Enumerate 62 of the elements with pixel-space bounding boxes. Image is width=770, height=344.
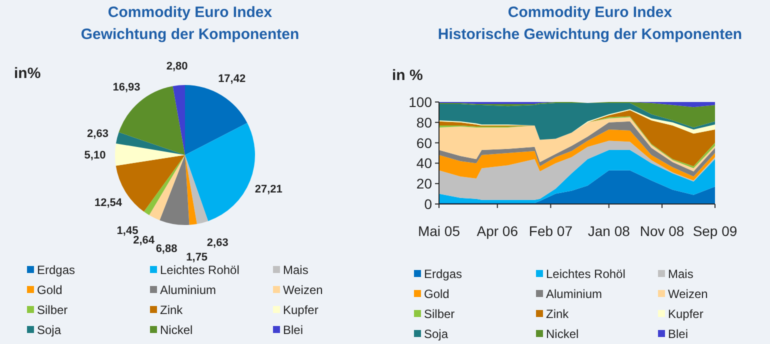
data-label: 5,10 <box>84 150 106 162</box>
legend-label: Zink <box>160 303 184 317</box>
x-tick-label: Apr 06 <box>476 223 518 239</box>
chart-subtitle: Gewichtung der Komponenten <box>80 26 300 43</box>
legend-label: Silber <box>424 307 455 321</box>
legend-label: Leichtes Rohöl <box>160 263 240 277</box>
x-tick-label: Sep 09 <box>692 223 738 239</box>
legend-label: Aluminium <box>160 283 216 297</box>
y-axis-title: in % <box>392 67 423 84</box>
pie-slice <box>115 143 185 166</box>
pie-slice <box>144 155 185 216</box>
legend-label: Blei <box>283 323 304 337</box>
legend-label: Gold <box>424 287 450 301</box>
legend-label: Nickel <box>546 327 579 341</box>
legend-label: Leichtes Rohöl <box>546 267 626 281</box>
data-label: 1,75 <box>186 251 208 264</box>
data-label: 27,21 <box>254 183 282 196</box>
data-label: 2,63 <box>87 128 108 140</box>
x-tick-label: Jan 08 <box>588 223 630 239</box>
text: in% <box>14 65 41 82</box>
legend-label: Mais <box>283 263 308 277</box>
legend-label: Aluminium <box>546 287 602 301</box>
y-tick-label: 60 <box>416 134 432 151</box>
y-tick-label: 0 <box>424 196 432 212</box>
pie-slice <box>185 155 208 224</box>
data-label: 2,80 <box>166 60 188 72</box>
legend-label: Mais <box>668 267 694 281</box>
chart-title: Commodity Euro Index <box>508 4 673 21</box>
legend-label: Weizen <box>283 283 323 297</box>
data-label: 12,54 <box>94 196 123 209</box>
data-label: 16,93 <box>112 82 140 94</box>
legend-label: Soja <box>37 323 62 337</box>
y-tick-label: 80 <box>416 114 432 130</box>
legend-label: Blei <box>668 327 688 341</box>
legend-label: Erdgas <box>37 263 76 277</box>
pie-slice <box>185 122 255 222</box>
chart-title: Commodity Euro Index <box>108 4 273 21</box>
legend-label: Kupfer <box>283 303 318 317</box>
legend-label: Soja <box>424 327 448 341</box>
legend-label: Nickel <box>160 323 193 337</box>
pie-slice <box>172 85 185 155</box>
data-label: 2,63 <box>206 237 228 250</box>
pie-slice <box>149 155 185 220</box>
legend-label: Kupfer <box>668 307 704 321</box>
y-tick-label: 100 <box>408 94 432 110</box>
y-tick-label: 20 <box>416 176 432 192</box>
x-tick-label: Feb 07 <box>528 223 573 239</box>
legend-label: Erdgas <box>424 267 462 281</box>
pie-slice <box>185 85 248 155</box>
x-tick-label: Mai 05 <box>418 223 460 239</box>
legend-label: Gold <box>37 283 62 297</box>
legend-label: Silber <box>37 303 68 317</box>
data-label: 6,88 <box>156 242 178 255</box>
legend-label: Weizen <box>668 287 708 301</box>
y-tick-label: 40 <box>416 155 432 172</box>
chart-subtitle: Historische Gewichtung der Komponenten <box>438 26 742 43</box>
pie-slice <box>116 132 185 155</box>
pie-slice <box>185 155 197 225</box>
pie-slice <box>160 155 190 225</box>
data-label: 17,42 <box>218 73 246 86</box>
legend-label: Zink <box>546 307 570 321</box>
x-tick-label: Nov 08 <box>640 223 684 239</box>
